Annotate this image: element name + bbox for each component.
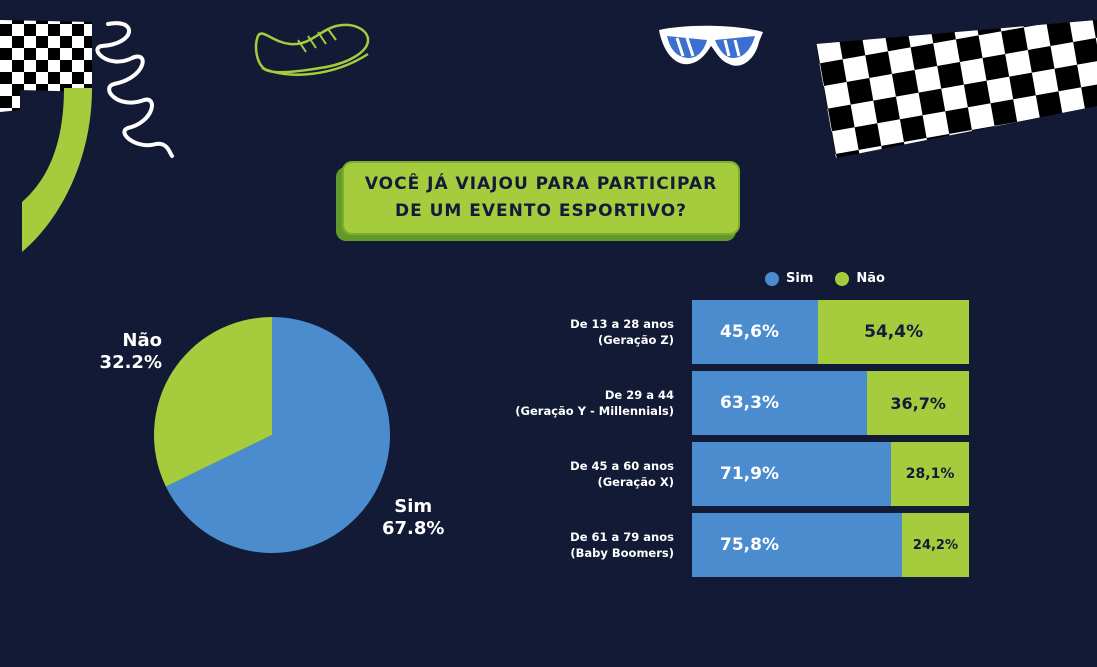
pie-label-nao-name: Não [122, 330, 162, 351]
bar-segment-sim: 63,3% [692, 371, 868, 435]
bar-segment-nao: 54,4% [818, 300, 969, 364]
category-label: De 61 a 79 anos (Baby Boomers) [570, 529, 674, 561]
chart-legend: Sim Não [765, 271, 899, 286]
bar-segment-nao: 24,2% [901, 513, 969, 577]
pie-slice-no [153, 317, 272, 487]
pie-label-nao-value: 32.2% [99, 352, 162, 373]
bar-segment-nao: 28,1% [891, 442, 969, 506]
bar-row: 63,3% 36,7% [692, 371, 969, 435]
page-title: VOCÊ JÁ VIAJOU PARA PARTICIPAR DE UM EVE… [356, 171, 726, 225]
pie-slice-sim [165, 317, 390, 553]
category-label-line-1: De 13 a 28 anos [570, 317, 674, 331]
category-label-line-2: (Geração Y - Millennials) [515, 404, 674, 418]
bar-segment-sim: 75,8% [692, 513, 902, 577]
pie-label-sim-value: 67.8% [382, 518, 445, 539]
legend-dot-sim [765, 271, 779, 286]
bar-segment-sim: 45,6% [692, 300, 819, 364]
category-label: De 29 a 44 (Geração Y - Millennials) [515, 387, 674, 419]
bar-row: 75,8% 24,2% [692, 513, 969, 577]
category-label-line-1: De 29 a 44 [604, 388, 674, 402]
legend-label-nao: Não [856, 271, 885, 286]
category-label-line-1: De 45 a 60 anos [570, 459, 674, 473]
sunglasses-icon [659, 25, 763, 66]
category-label-line-1: De 61 a 79 anos [570, 530, 674, 544]
category-label: De 45 a 60 anos (Geração X) [570, 458, 674, 490]
title-box: VOCÊ JÁ VIAJOU PARA PARTICIPAR DE UM EVE… [342, 161, 740, 235]
category-label-line-2: (Baby Boomers) [570, 546, 674, 560]
checkered-flag-icon [816, 20, 1097, 158]
spring-coil-icon [95, 21, 174, 158]
title-line-2: DE UM EVENTO ESPORTIVO? [394, 201, 688, 221]
green-arc-shape [22, 88, 92, 252]
legend-dot-nao [835, 271, 850, 286]
category-label: De 13 a 28 anos (Geração Z) [570, 316, 674, 348]
pie-chart [153, 317, 390, 553]
title-line-1: VOCÊ JÁ VIAJOU PARA PARTICIPAR [364, 174, 718, 194]
bar-row: 45,6% 54,4% [692, 300, 969, 364]
bar-segment-nao: 36,7% [867, 371, 969, 435]
category-label-line-2: (Geração X) [597, 475, 674, 489]
legend-entry-nao: Não [835, 271, 885, 286]
bar-row: 71,9% 28,1% [692, 442, 969, 506]
pie-label-sim-name: Sim [394, 496, 433, 517]
sneaker-icon [254, 23, 370, 76]
pie-label-nao: Não 32.2% [100, 330, 162, 374]
bar-segment-sim: 71,9% [692, 442, 892, 506]
legend-label-sim: Sim [786, 271, 814, 286]
legend-entry-sim: Sim [765, 271, 813, 286]
pie-label-sim: Sim 67.8% [382, 496, 444, 540]
category-label-line-2: (Geração Z) [597, 333, 674, 347]
